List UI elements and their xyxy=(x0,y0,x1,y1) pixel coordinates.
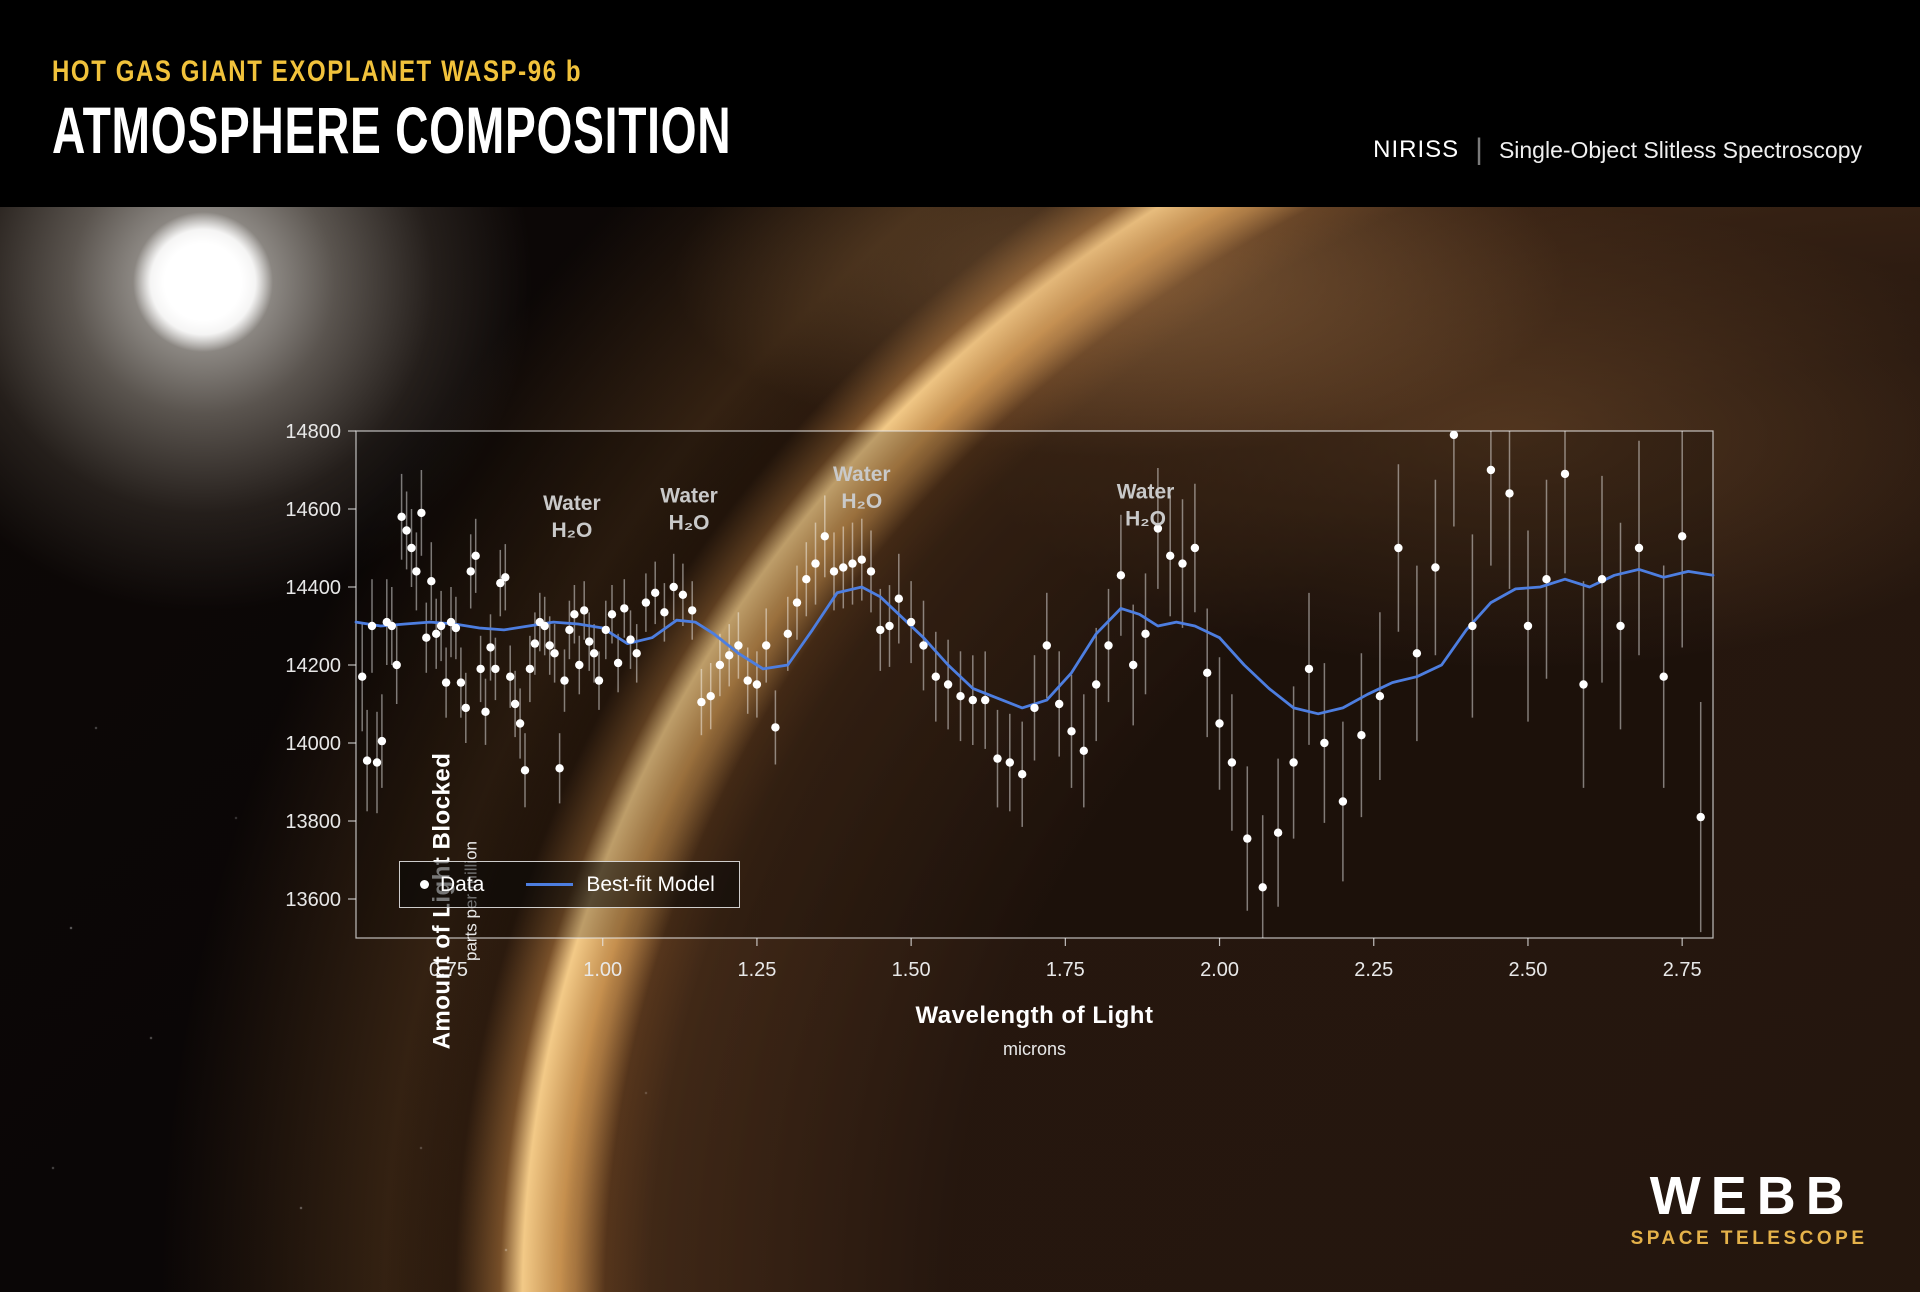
water-annotation-formula: H₂O xyxy=(841,490,882,513)
webb-logo: WEBB SPACE TELESCOPE xyxy=(1631,1169,1864,1250)
divider-bar: | xyxy=(1475,133,1483,166)
subtitle: HOT GAS GIANT EXOPLANET WASP-96 b xyxy=(52,55,583,88)
x-tick-label: 1.50 xyxy=(892,959,931,981)
data-points xyxy=(358,430,1705,892)
x-tick-label: 1.00 xyxy=(583,959,622,981)
webb-wordmark-subtitle: SPACE TELESCOPE xyxy=(1630,1228,1868,1249)
water-annotation: Water xyxy=(1117,480,1175,503)
data-point-marker-icon xyxy=(420,880,429,889)
legend-data-label: Data xyxy=(440,872,485,896)
water-annotation: Water xyxy=(660,484,718,507)
x-tick-label: 2.75 xyxy=(1663,959,1702,981)
water-annotation: Water xyxy=(543,492,601,515)
y-tick-label: 13800 xyxy=(285,811,341,833)
background-stars xyxy=(0,207,2,209)
instrument-mode: Single-Object Slitless Spectroscopy xyxy=(1498,136,1862,163)
y-tick-label: 14200 xyxy=(285,655,341,677)
page-title: ATMOSPHERE COMPOSITION xyxy=(52,93,732,167)
webb-wordmark: WEBB xyxy=(1649,1166,1855,1226)
space-background: 0.75 1.00 1.25 1.50 1.75 2.00 2.25 2.50 2.75 1480… xyxy=(0,207,1920,1292)
x-tick-label: 1.25 xyxy=(737,959,776,981)
header: HOT GAS GIANT EXOPLANET WASP-96 b ATMOSP… xyxy=(0,0,1920,207)
x-tick-label: 2.00 xyxy=(1200,959,1239,981)
x-axis-title-main: Wavelength of Light xyxy=(915,1002,1154,1029)
x-tick-label: 1.75 xyxy=(1046,959,1085,981)
water-annotation-formula: H₂O xyxy=(1125,507,1166,530)
instrument-info: NIRISS | Single-Object Slitless Spectros… xyxy=(1373,133,1862,167)
y-tick-label: 14600 xyxy=(285,499,341,521)
instrument-name: NIRISS xyxy=(1373,136,1460,163)
plot-frame xyxy=(355,430,1714,939)
legend-model-label: Best-fit Model xyxy=(586,872,715,896)
water-annotation: Water xyxy=(833,463,891,486)
y-tick-label: 14400 xyxy=(285,577,341,599)
x-tick-label: 2.50 xyxy=(1508,959,1547,981)
y-tick-label: 13600 xyxy=(285,889,341,911)
x-tick-label: 0.75 xyxy=(429,959,468,981)
header-titles: HOT GAS GIANT EXOPLANET WASP-96 b ATMOSP… xyxy=(52,55,1023,163)
water-annotation-formula: H₂O xyxy=(551,519,592,542)
spectrum-chart: 0.75 1.00 1.25 1.50 1.75 2.00 2.25 2.50 2.75 1480… xyxy=(285,421,1715,981)
x-tick-label: 2.25 xyxy=(1354,959,1393,981)
y-tick-label: 14800 xyxy=(285,424,341,443)
x-axis-title: Wavelength of Light microns xyxy=(356,1002,1713,1060)
model-line-marker-icon xyxy=(526,883,574,886)
water-annotation-formula: H₂O xyxy=(669,511,710,534)
x-axis-title-units: microns xyxy=(1002,1039,1066,1059)
y-tick-label: 14000 xyxy=(285,733,341,755)
chart-area: 0.75 1.00 1.25 1.50 1.75 2.00 2.25 2.50 2.75 1480… xyxy=(250,421,1730,1114)
chart-legend: Data Best-fit Model xyxy=(399,861,740,908)
